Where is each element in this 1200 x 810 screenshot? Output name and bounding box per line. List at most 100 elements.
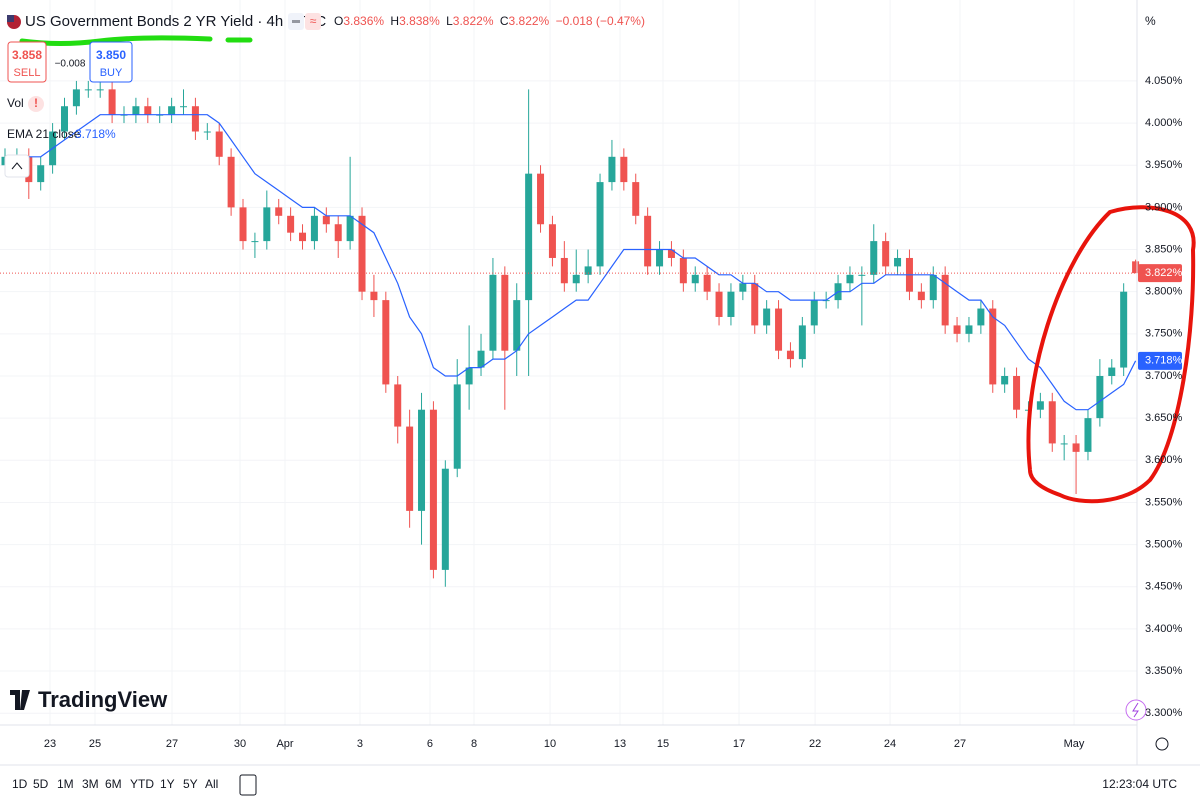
candle-body [1001,375,1009,385]
candle-body [596,182,604,267]
candle-body [763,308,771,326]
candle-body [1096,375,1104,419]
candle-body [453,384,461,469]
candle-body [965,325,973,334]
y-tick-label: 3.850% [1145,243,1183,255]
x-tick-label: 24 [884,738,896,750]
x-tick-label: 15 [657,738,669,750]
candle-body [1084,418,1092,452]
y-tick-label: 3.650% [1145,412,1183,424]
ohlc-value: 3.822% [509,14,550,28]
unit-label: % [1145,14,1156,28]
candle-body [656,249,664,267]
candle-body [858,274,866,276]
symbol-title: US Government Bonds 2 YR Yield · 4h · TV… [25,13,326,30]
highlight-underline [19,35,253,46]
candle-body [739,283,747,292]
candle-body [525,173,533,301]
ohlc-value: 3.836% [343,14,384,28]
x-tick-label: 27 [954,738,966,750]
x-tick-label: Apr [276,738,293,750]
icon [11,162,23,170]
range-button[interactable]: YTD [130,777,154,791]
candle-body [894,257,902,267]
sell-price: 3.858 [12,48,42,62]
x-tick-label: 25 [89,738,101,750]
collapse-button[interactable] [4,154,30,178]
candle-body [310,215,318,242]
range-button[interactable]: 5D [33,777,49,791]
x-tick-label: 17 [733,738,745,750]
candle-body [667,249,675,258]
range-button[interactable]: All [205,777,218,791]
x-tick-label: 27 [166,738,178,750]
date-range-icon[interactable] [239,774,257,796]
candle-body [144,106,152,115]
candle-body [37,165,45,183]
candle-body [346,215,354,242]
y-tick-label: 4.000% [1145,117,1183,129]
candle-body [108,89,116,115]
ema-badge-label: 3.718% [1145,355,1183,367]
candle-body [846,274,854,284]
settings-icon[interactable] [1155,737,1169,751]
clock: 12:23:04 UTC [1102,777,1177,791]
candle-body [1120,291,1128,368]
candle-body [441,468,449,570]
range-button[interactable]: 3M [82,777,99,791]
candle-body [929,274,937,301]
sell-button[interactable] [7,41,47,83]
candle-body [382,300,390,385]
logo-mark [10,690,30,710]
candle-body [501,274,509,351]
range-button[interactable]: 1Y [160,777,175,791]
y-tick-label: 3.750% [1145,328,1183,340]
candle-body [322,215,330,225]
candle-body [632,182,640,216]
candle-body [751,283,759,326]
annotation-circle [1026,205,1196,504]
candle-body [299,232,307,242]
candle-body [465,367,473,385]
buy-button[interactable] [89,41,133,83]
icon-button[interactable] [1125,699,1147,721]
candle-body [537,173,545,225]
range-button[interactable]: 1D [12,777,28,791]
ohlc-key: H [390,14,399,28]
buy-price: 3.850 [96,48,126,62]
flag-icon [7,15,14,22]
candle-body [691,274,699,284]
y-tick-label: 4.050% [1145,75,1183,87]
candle-body [584,266,592,275]
candle-body [1108,367,1116,376]
candle-body [786,350,794,360]
candle-body [61,106,69,132]
candle-body [1013,375,1021,410]
ohlc-value: 3.822% [453,14,494,28]
toolbar: 1D 5D 1M 3M 6M YTD 1Y 5Y All [12,777,218,791]
candle-body [917,291,925,301]
ema-legend: EMA 21 close [7,127,81,141]
candle-body [168,106,176,115]
candle-body [275,207,283,216]
range-button[interactable]: 6M [105,777,122,791]
icon: ≈ [310,14,317,28]
buy-label: BUY [100,67,123,79]
range-button[interactable]: 5Y [183,777,198,791]
candle-body [775,308,783,351]
candle-body [608,156,616,183]
vol-label: Vol [7,96,24,110]
y-tick-label: 3.600% [1145,454,1183,466]
x-tick-label: 22 [809,738,821,750]
icon-button[interactable] [305,13,321,30]
candle-body [287,215,295,233]
candle-body [870,241,878,275]
range-button[interactable]: 1M [57,777,74,791]
candle-body [215,131,223,157]
ohlc-key: O [334,14,343,28]
y-tick-label: 3.450% [1145,581,1183,593]
y-tick-label: 3.400% [1145,623,1183,635]
warning-icon[interactable] [28,96,44,112]
x-tick-label: 6 [427,738,433,750]
